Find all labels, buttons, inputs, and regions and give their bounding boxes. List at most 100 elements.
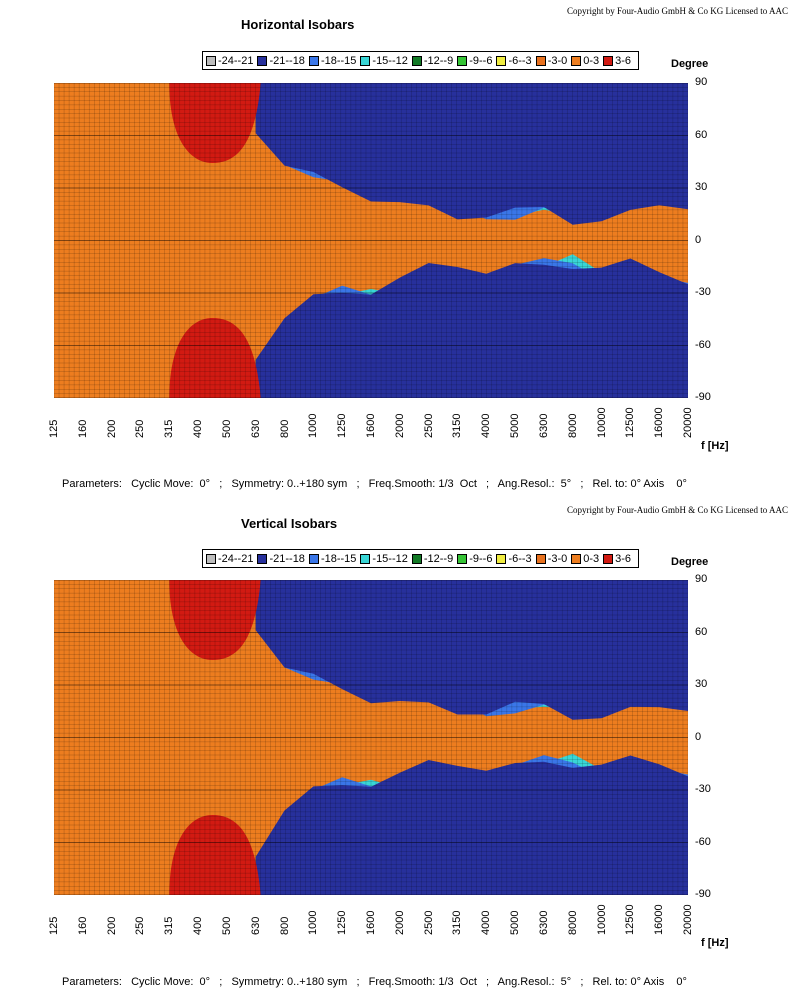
x-tick-label: 125 (48, 916, 60, 935)
legend-swatch (206, 553, 216, 564)
legend: -24--21 -21--18 -18--15 -15--12 -12--9 -9--6 -… (202, 51, 640, 70)
legend-entry: -3-0 (535, 552, 568, 565)
x-tick-label: 8000 (566, 910, 579, 935)
legend-swatch (257, 55, 268, 66)
x-tick-label: 800 (278, 916, 291, 935)
legend-label: -9--6 (469, 54, 493, 67)
x-tick-label: 2500 (422, 910, 435, 935)
x-tick-label: 400 (192, 419, 205, 438)
legend-swatch (411, 55, 422, 66)
y-tick-label: 60 (695, 128, 708, 141)
legend-label: -24--21 (218, 54, 254, 67)
legend-entry: -15--12 (360, 54, 408, 67)
horizontal-isobar-panel: Copyright by Four-Audio GmbH & Co KG Lic… (48, 6, 788, 490)
x-tick-label: 12500 (624, 904, 637, 935)
x-tick-label: 6300 (537, 413, 550, 438)
legend-swatch (308, 55, 319, 66)
x-tick-label: 20000 (682, 407, 694, 438)
legend-swatch (360, 55, 371, 66)
legend-label: -12--9 (423, 552, 454, 565)
x-tick-label: 400 (192, 916, 205, 935)
legend-swatch (411, 553, 422, 564)
copyright-text: Copyright by Four-Audio GmbH & Co KG Lic… (566, 6, 788, 16)
x-tick-label: 500 (220, 419, 233, 438)
x-tick-label: 315 (163, 916, 176, 935)
y-tick-label: -30 (695, 286, 711, 298)
legend-entry: -3-0 (535, 54, 568, 67)
x-tick-label: 125 (48, 419, 60, 438)
legend-label: -15--12 (372, 552, 408, 565)
legend-swatch (535, 553, 546, 564)
isobar-region-plus3 (169, 580, 261, 660)
x-tick-label: 1250 (336, 910, 349, 935)
x-tick-label: 160 (76, 916, 89, 935)
x-tick-label: 12500 (624, 407, 637, 438)
legend-swatch (603, 553, 614, 564)
isobar-plot (54, 83, 688, 398)
legend-swatch (257, 553, 268, 564)
x-tick-label: 6300 (537, 910, 550, 935)
x-tick-label: 3150 (451, 413, 464, 438)
legend-label: -3-0 (547, 552, 568, 565)
isobar-region-plus3 (169, 83, 261, 163)
legend-entry: 0-3 (571, 55, 599, 67)
x-tick-label: 200 (105, 419, 118, 438)
isobar-heatmap (54, 580, 688, 895)
legend-entry: -15--12 (360, 552, 408, 565)
legend-label: -15--12 (372, 54, 408, 67)
legend-label: 0-3 (583, 54, 600, 67)
x-tick-label: 8000 (566, 413, 579, 438)
legend-label: -9--6 (469, 552, 493, 565)
legend-entry: -18--15 (308, 54, 357, 67)
y-tick-label: -60 (695, 338, 711, 351)
x-tick-label: 2500 (422, 413, 435, 438)
x-tick-label: 500 (220, 916, 233, 935)
legend-label: -18--15 (320, 54, 357, 67)
x-tick-label: 200 (105, 916, 118, 935)
legend-entry: -21--18 (257, 55, 305, 67)
legend-label: -12--9 (423, 54, 454, 67)
isobar-heatmap (54, 83, 688, 398)
x-tick-label: 800 (278, 419, 291, 438)
legend-entry: -24--21 (206, 55, 253, 67)
y-tick-label: 0 (695, 730, 702, 743)
y-tick-label: 90 (695, 573, 708, 585)
y-tick-label: -90 (695, 391, 711, 403)
x-tick-label: 10000 (595, 407, 608, 438)
legend-entry: 0-3 (571, 553, 599, 565)
legend-swatch (308, 553, 319, 564)
x-tick-label: 160 (76, 419, 89, 438)
x-tick-label: 2000 (393, 910, 406, 935)
legend-label: -18--15 (320, 552, 357, 565)
x-tick-label: 3150 (451, 910, 464, 935)
legend-entry: -18--15 (308, 552, 357, 565)
legend-entry: -9--6 (457, 55, 492, 67)
parameters-line: Parameters: Cyclic Move: 0° ; Symmetry: … (62, 976, 687, 988)
x-tick-label: 630 (249, 916, 262, 935)
legend-entry: -12--9 (411, 54, 454, 67)
legend-entry: -6--3 (496, 552, 532, 565)
y-axis-label: Degree (671, 556, 709, 568)
legend-label: -24--21 (218, 552, 254, 565)
legend-label: -3-0 (547, 54, 568, 67)
y-tick-label: 30 (695, 181, 708, 193)
isobar-region-minus18 (255, 83, 688, 225)
legend-label: -6--3 (508, 552, 532, 565)
isobar-plot (54, 580, 688, 895)
x-tick-label: 1250 (336, 413, 349, 438)
x-axis-label: f [Hz] (701, 440, 729, 452)
x-tick-label: 630 (249, 419, 262, 438)
legend-swatch (535, 55, 546, 66)
x-tick-label: 1000 (307, 413, 320, 438)
y-tick-label: -30 (695, 783, 711, 795)
x-tick-label: 4000 (480, 910, 493, 935)
x-tick-label: 250 (134, 916, 147, 935)
legend-label: 3-6 (615, 54, 632, 67)
y-tick-label: 30 (695, 678, 708, 690)
isobar-region-plus3 (169, 318, 261, 398)
copyright-text: Copyright by Four-Audio GmbH & Co KG Lic… (566, 505, 788, 515)
legend-swatch (360, 553, 371, 564)
x-tick-label: 5000 (509, 910, 522, 935)
x-tick-label: 250 (134, 419, 147, 438)
parameters-line: Parameters: Cyclic Move: 0° ; Symmetry: … (62, 478, 687, 490)
